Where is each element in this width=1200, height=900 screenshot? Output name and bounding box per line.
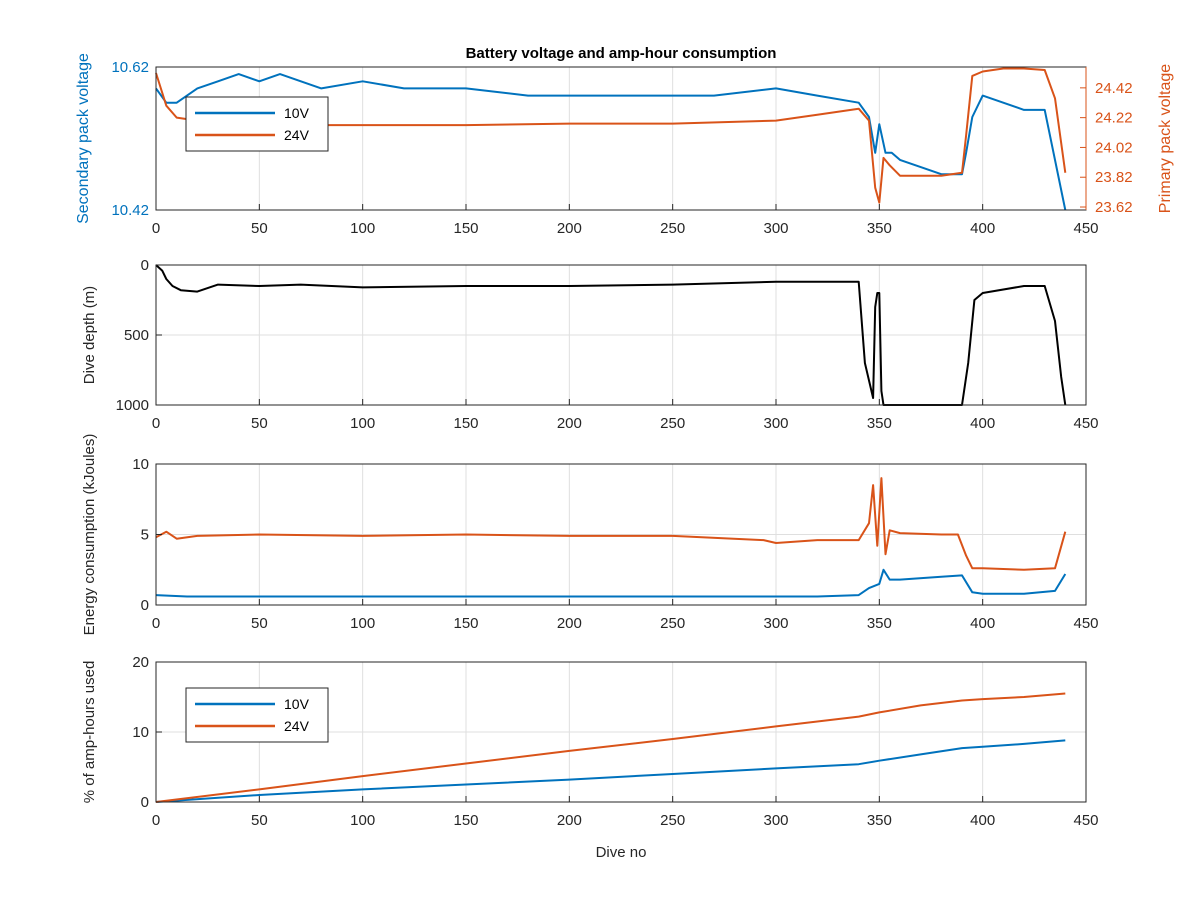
x-tick-label: 300 xyxy=(763,415,788,432)
x-tick-label: 250 xyxy=(660,812,685,829)
x-tick-label: 0 xyxy=(152,812,160,829)
legend-box xyxy=(185,96,329,152)
y-axis-label: Energy consumption (kJoules) xyxy=(81,434,98,636)
y-tick-label: 0 xyxy=(141,597,149,614)
x-tick-label: 250 xyxy=(660,615,685,632)
x-tick-label: 200 xyxy=(557,415,582,432)
x-tick-label: 400 xyxy=(970,615,995,632)
x-tick-label: 100 xyxy=(350,812,375,829)
x-tick-label: 350 xyxy=(867,615,892,632)
series-line-24v xyxy=(155,692,1066,803)
legend-label-10v: 10V xyxy=(284,105,310,121)
subplots: 0 50 100 150 200 250 300 350 400 45010.4210.6223.… xyxy=(75,53,1174,861)
x-tick-label: 400 xyxy=(970,220,995,237)
legend-box xyxy=(185,687,329,743)
x-tick-label: 200 xyxy=(557,220,582,237)
y-right-tick-label: 24.42 xyxy=(1095,80,1133,97)
x-tick-label: 450 xyxy=(1073,615,1098,632)
y-tick-label: 20 xyxy=(132,654,149,671)
x-tick-label: 0 xyxy=(152,220,160,237)
series-line-10v xyxy=(155,73,1067,211)
y-tick-label: 10 xyxy=(132,724,149,741)
x-tick-label: 200 xyxy=(557,812,582,829)
y-tick-label: 5 xyxy=(141,527,149,544)
x-tick-label: 150 xyxy=(453,415,478,432)
x-tick-label: 0 xyxy=(152,615,160,632)
series-line-24v xyxy=(155,477,1067,571)
x-tick-label: 350 xyxy=(867,812,892,829)
y-tick-label: 0 xyxy=(141,257,149,274)
y-right-tick-label: 24.02 xyxy=(1095,139,1133,156)
x-tick-label: 450 xyxy=(1073,812,1098,829)
x-axis-label: Dive no xyxy=(596,844,647,861)
x-tick-label: 50 xyxy=(251,812,268,829)
y-axis-label-right: Primary pack voltage xyxy=(1157,64,1174,213)
x-tick-label: 200 xyxy=(557,615,582,632)
x-tick-label: 250 xyxy=(660,220,685,237)
series-line-10v xyxy=(155,568,1067,598)
figure-title: Battery voltage and amp-hour consumption xyxy=(466,45,777,62)
y-tick-label: 500 xyxy=(124,327,149,344)
axes-energy: 0 50 100 150 200 250 300 350 400 450 0 5 10 Energy co… xyxy=(81,434,1099,636)
y-tick-label: 10.42 xyxy=(111,202,149,219)
y-axis-label: % of amp-hours used xyxy=(81,661,98,804)
y-tick-label: 10 xyxy=(132,456,149,473)
x-tick-label: 400 xyxy=(970,812,995,829)
y-tick-label: 1000 xyxy=(116,397,149,414)
y-tick-label: 10.62 xyxy=(111,59,149,76)
x-tick-label: 50 xyxy=(251,220,268,237)
x-tick-label: 450 xyxy=(1073,220,1098,237)
x-tick-label: 150 xyxy=(453,812,478,829)
x-tick-label: 300 xyxy=(763,615,788,632)
x-tick-label: 100 xyxy=(350,220,375,237)
legend-label-24v: 24V xyxy=(284,127,310,143)
x-tick-label: 300 xyxy=(763,220,788,237)
axes-amphours: 0 50 100 150 200 250 300 350 400 450 0 10 20 % of amp… xyxy=(81,654,1099,861)
x-tick-label: 150 xyxy=(453,615,478,632)
x-tick-label: 50 xyxy=(251,415,268,432)
y-right-tick-label: 23.62 xyxy=(1095,199,1133,216)
x-tick-label: 100 xyxy=(350,415,375,432)
x-tick-label: 350 xyxy=(867,220,892,237)
y-axis-label: Secondary pack voltage xyxy=(75,53,92,224)
legend-label-24v: 24V xyxy=(284,718,310,734)
x-tick-label: 350 xyxy=(867,415,892,432)
x-tick-label: 250 xyxy=(660,415,685,432)
y-axis-label: Dive depth (m) xyxy=(81,286,98,384)
x-tick-label: 100 xyxy=(350,615,375,632)
legend-label-10v: 10V xyxy=(284,696,310,712)
x-tick-label: 400 xyxy=(970,415,995,432)
series-line-10v xyxy=(155,739,1066,803)
y-right-tick-label: 24.22 xyxy=(1095,110,1133,127)
y-tick-label: 0 xyxy=(141,794,149,811)
series-line-depth xyxy=(155,264,1067,406)
axes-voltage: 0 50 100 150 200 250 300 350 400 450 10.42 10.62 23.… xyxy=(75,53,1174,237)
y-right-tick-label: 23.82 xyxy=(1095,169,1133,186)
x-tick-label: 150 xyxy=(453,220,478,237)
x-tick-label: 450 xyxy=(1073,415,1098,432)
axes-depth: 0 50 100 150 200 250 300 350 400 450 0 500 1000 Dive … xyxy=(81,257,1099,432)
x-tick-label: 0 xyxy=(152,415,160,432)
x-tick-label: 300 xyxy=(763,812,788,829)
x-tick-label: 50 xyxy=(251,615,268,632)
